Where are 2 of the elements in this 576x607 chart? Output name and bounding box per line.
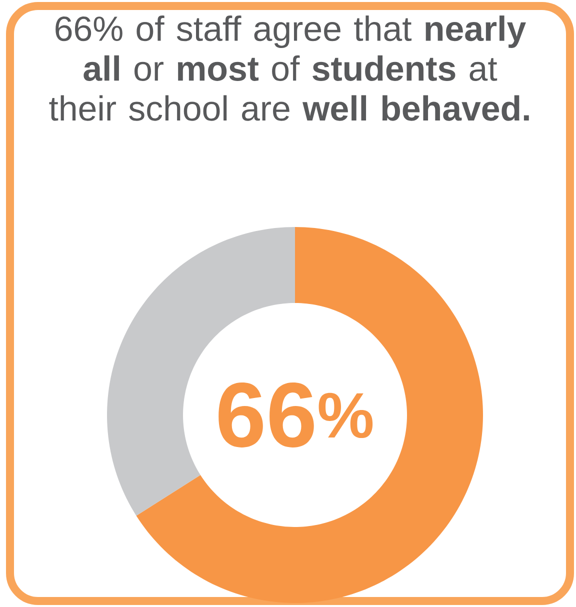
chart-title: 66% of staff agree that nearly all or most of students at their school are well behaved. [49,16,529,121]
text: 66$^{%}$ [218,382,373,448]
